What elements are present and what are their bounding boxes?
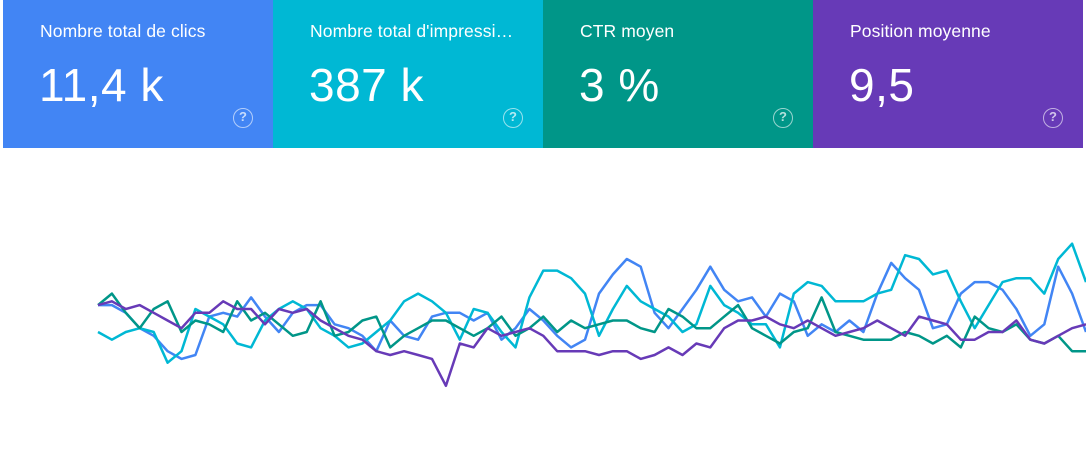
card-label: Position moyenne xyxy=(850,21,991,41)
performance-chart xyxy=(0,148,1086,466)
metric-cards: Nombre total de clics 11,4 k ? Nombre to… xyxy=(3,0,1083,148)
series-line-4 xyxy=(97,300,1086,388)
card-average-position[interactable]: Position moyenne 9,5 ? xyxy=(813,0,1083,148)
help-circle-icon[interactable]: ? xyxy=(233,108,253,128)
card-average-ctr[interactable]: CTR moyen 3 % ? xyxy=(543,0,813,148)
chart-svg xyxy=(97,242,1086,388)
card-value: 3 % xyxy=(579,59,660,111)
card-value: 9,5 xyxy=(849,59,915,111)
series-line-3 xyxy=(97,292,1086,353)
card-value: 387 k xyxy=(309,59,425,111)
help-circle-icon[interactable]: ? xyxy=(773,108,793,128)
series-line-2 xyxy=(97,242,1086,364)
card-label: Nombre total d'impressions xyxy=(310,21,515,41)
card-label: Nombre total de clics xyxy=(40,21,206,41)
help-circle-icon[interactable]: ? xyxy=(1043,108,1063,128)
card-label: CTR moyen xyxy=(580,21,675,41)
card-value: 11,4 k xyxy=(39,59,164,111)
help-circle-icon[interactable]: ? xyxy=(503,108,523,128)
card-total-clicks[interactable]: Nombre total de clics 11,4 k ? xyxy=(3,0,273,148)
card-total-impressions[interactable]: Nombre total d'impressions 387 k ? xyxy=(273,0,543,148)
